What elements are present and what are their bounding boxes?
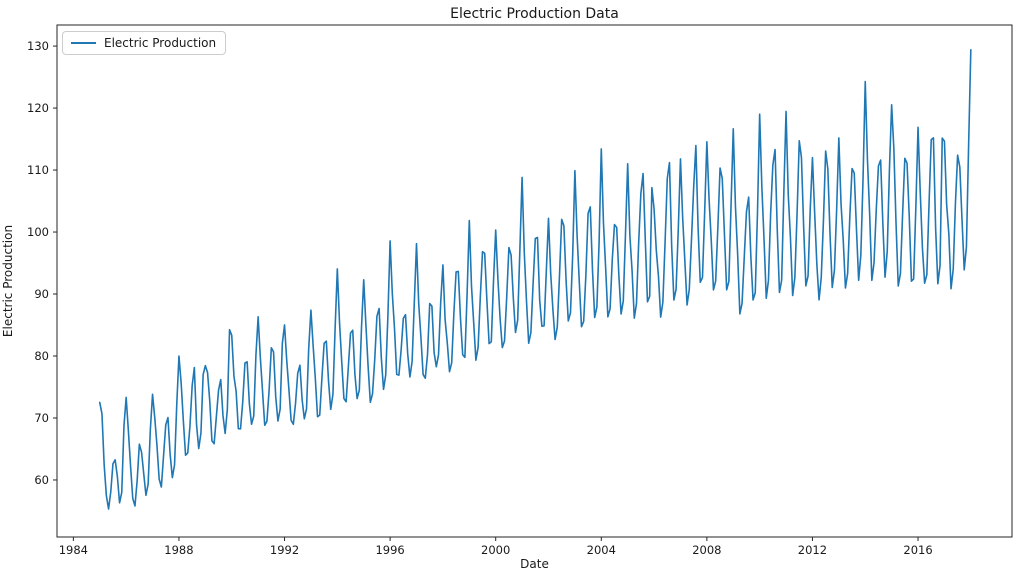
legend: Electric Production <box>62 31 227 55</box>
legend-label: Electric Production <box>104 36 217 50</box>
y-tick-label: 100 <box>27 225 49 240</box>
x-tick-label: 1988 <box>164 543 194 557</box>
x-tick-label: 1984 <box>58 543 88 557</box>
x-tick-label: 2008 <box>692 543 722 557</box>
y-tick-label: 90 <box>34 287 49 302</box>
legend-line-swatch <box>71 42 96 44</box>
y-tick-label: 110 <box>27 163 49 178</box>
x-tick-label: 2016 <box>903 543 933 557</box>
data-line-electric-production <box>98 48 972 510</box>
x-tick-label: 1996 <box>375 543 405 557</box>
chart-title: Electric Production Data <box>450 6 619 22</box>
y-tick-label: 60 <box>34 472 49 487</box>
y-tick-label: 80 <box>34 349 49 363</box>
x-tick-label: 2000 <box>481 543 511 557</box>
y-tick-label: 130 <box>27 39 49 54</box>
x-tick-label: 2012 <box>797 543 828 557</box>
axes-spines <box>56 24 1013 538</box>
x-axis-label: Date <box>520 557 549 571</box>
x-tick-label: 2004 <box>586 543 616 557</box>
y-tick-label: 70 <box>34 410 49 425</box>
y-tick-label: 120 <box>27 101 49 116</box>
x-tick-label: 1992 <box>269 543 300 557</box>
